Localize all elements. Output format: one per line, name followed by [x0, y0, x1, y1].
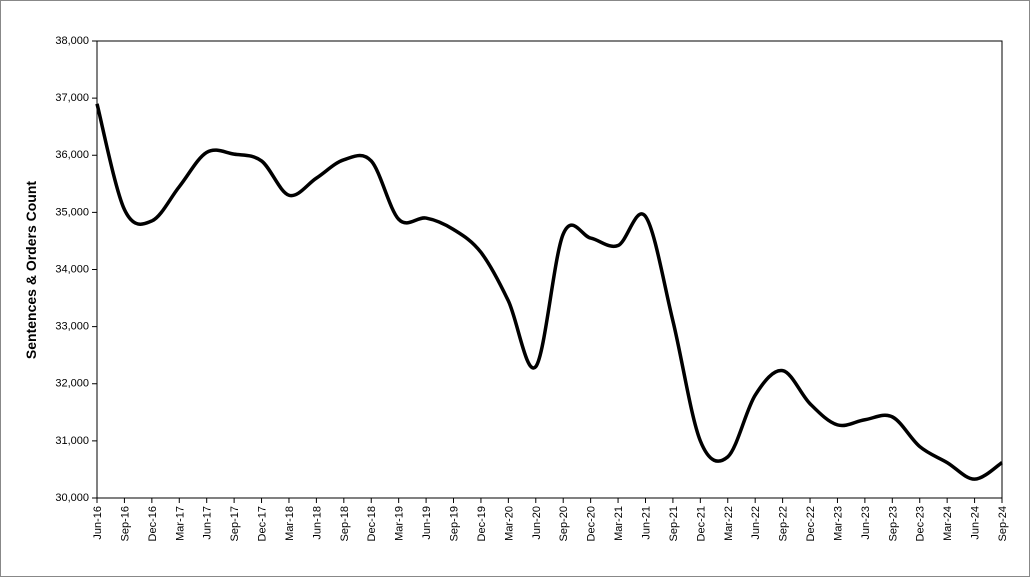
x-tick-label: Sep-16 [119, 506, 131, 541]
x-tick-label: Dec-22 [805, 506, 817, 541]
y-tick-label: 30,000 [55, 492, 89, 504]
x-tick-label: Jun-17 [202, 506, 214, 540]
x-tick-label: Mar-22 [723, 506, 735, 541]
x-tick-label: Jun-21 [640, 506, 652, 540]
x-tick-label: Jun-19 [421, 506, 433, 540]
x-tick-label: Mar-20 [503, 506, 515, 541]
x-tick-label: Sep-17 [229, 506, 241, 541]
x-tick-label: Dec-18 [366, 506, 378, 541]
y-tick-label: 38,000 [55, 35, 89, 47]
x-tick-label: Dec-19 [476, 506, 488, 541]
x-tick-label: Jun-16 [92, 506, 104, 540]
x-tick-label: Sep-19 [449, 506, 461, 541]
y-tick-label: 35,000 [55, 206, 89, 218]
y-tick-label: 34,000 [55, 263, 89, 275]
y-tick-label: 33,000 [55, 321, 89, 333]
y-tick-label: 37,000 [55, 92, 89, 104]
x-tick-label: Jun-24 [970, 506, 982, 540]
y-tick-label: 32,000 [55, 378, 89, 390]
x-tick-label: Mar-24 [942, 506, 954, 541]
x-tick-label: Dec-16 [147, 506, 159, 541]
data-line [95, 103, 1004, 481]
x-tick-label: Dec-21 [695, 506, 707, 541]
x-tick-label: Jun-22 [750, 506, 762, 540]
x-tick-label: Sep-18 [339, 506, 351, 541]
x-tick-label: Sep-23 [887, 506, 899, 541]
x-tick-label: Mar-17 [174, 506, 186, 541]
x-tick-label: Jun-18 [311, 506, 323, 540]
x-tick-label: Mar-18 [284, 506, 296, 541]
x-tick-label: Jun-20 [531, 506, 543, 540]
x-tick-label: Dec-23 [915, 506, 927, 541]
y-tick-label: 36,000 [55, 149, 89, 161]
y-tick-label: 31,000 [55, 435, 89, 447]
x-tick-label: Mar-23 [832, 506, 844, 541]
x-tick-label: Sep-21 [668, 506, 680, 541]
x-tick-label: Dec-20 [586, 506, 598, 541]
x-tick-label: Mar-21 [613, 506, 625, 541]
x-tick-label: Sep-24 [997, 506, 1009, 541]
x-tick-label: Sep-22 [778, 506, 790, 541]
x-tick-label: Jun-23 [860, 506, 872, 540]
x-tick-label: Mar-19 [394, 506, 406, 541]
y-axis-title: Sentences & Orders Count [23, 181, 39, 359]
x-tick-label: Sep-20 [558, 506, 570, 541]
x-tick-label: Dec-17 [257, 506, 269, 541]
